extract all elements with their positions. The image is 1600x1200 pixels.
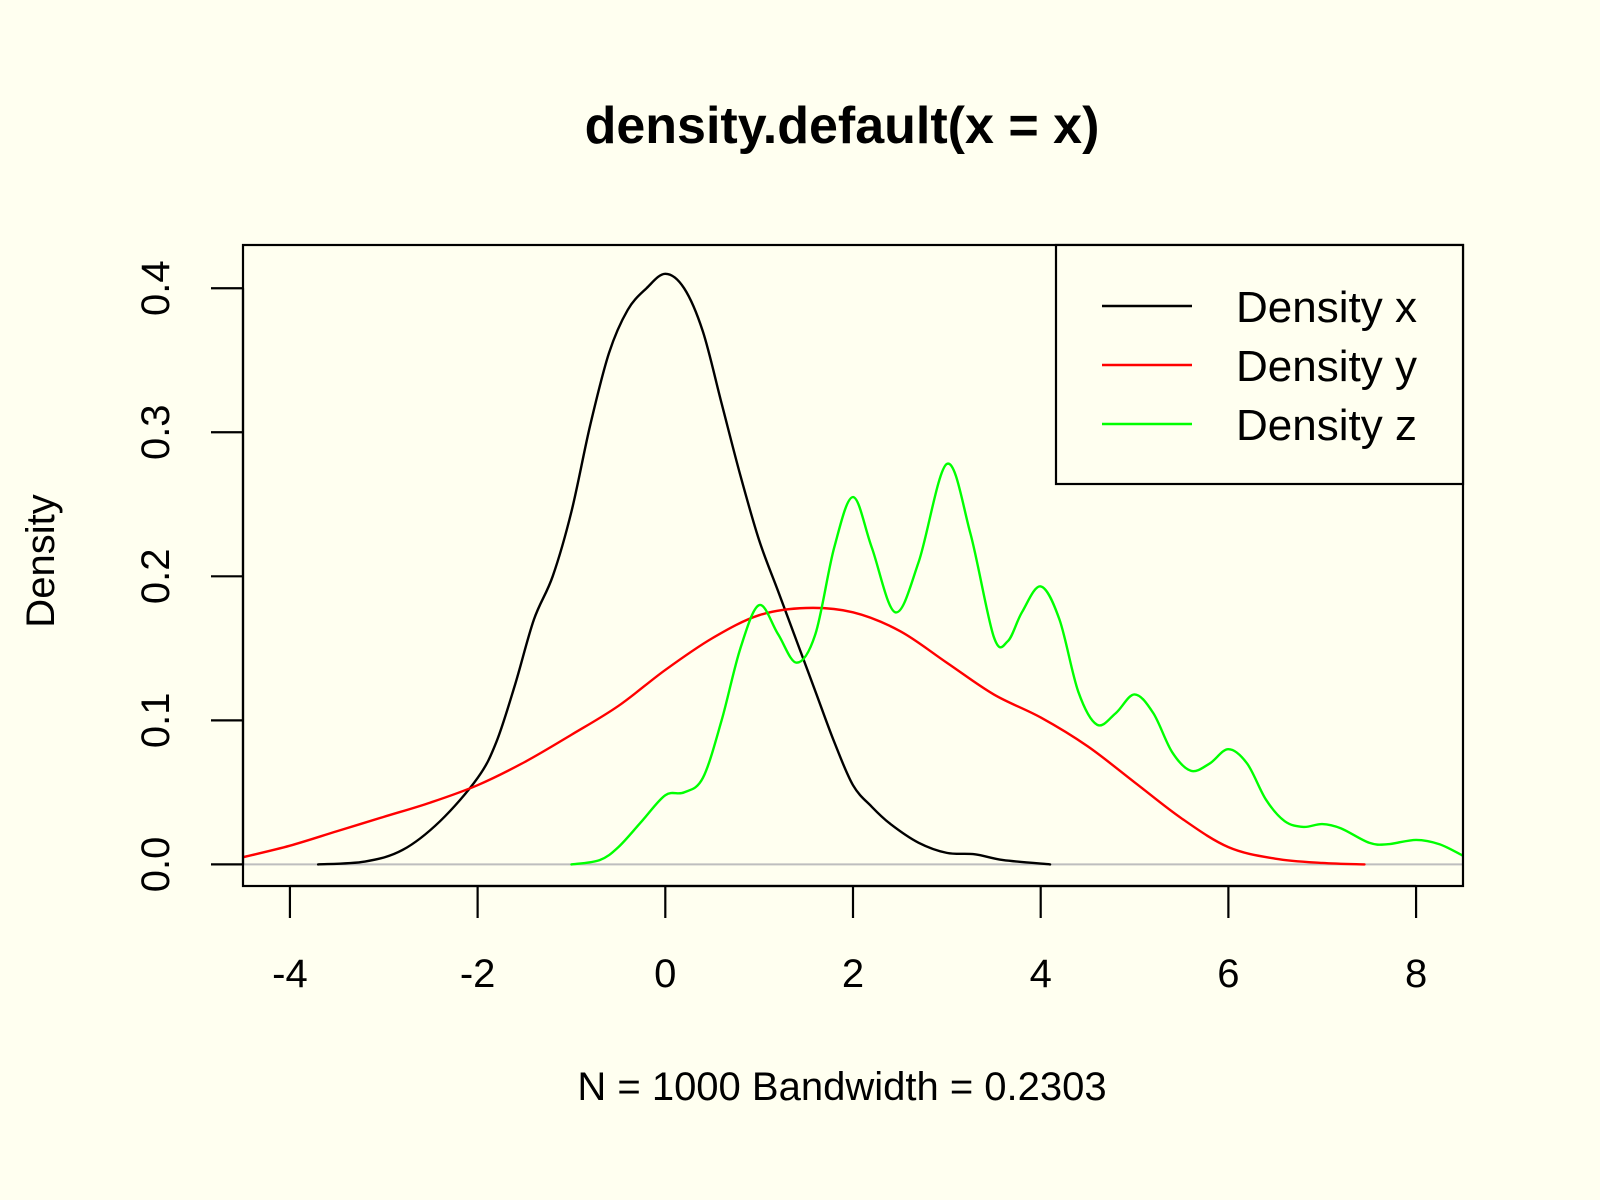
density-x-line: [316, 272, 1052, 866]
x-tick-label: 4: [1030, 952, 1052, 996]
x-tick-label: 2: [842, 952, 864, 996]
x-tick-label: -2: [460, 952, 496, 996]
density-z-line: [570, 462, 1463, 866]
y-tick-label: 0.3: [134, 404, 178, 460]
y-tick-label: 0.2: [134, 548, 178, 604]
chart-title: density.default(x = x): [585, 97, 1100, 155]
y-tick-label: 0.0: [134, 837, 178, 893]
x-axis: -4 -2 0 2 4 6 8: [272, 884, 1427, 996]
legend-label-density-x: Density x: [1236, 283, 1417, 332]
x-tick-label: 6: [1217, 952, 1239, 996]
x-tick-label: 8: [1405, 952, 1427, 996]
legend-label-density-z: Density z: [1236, 401, 1417, 450]
y-axis: 0.0 0.1 0.2 0.3 0.4: [134, 260, 245, 893]
y-tick-label: 0.4: [134, 260, 178, 316]
x-tick-label: -4: [272, 952, 308, 996]
y-axis-title: Density: [19, 494, 63, 627]
y-tick-label: 0.1: [134, 693, 178, 749]
x-axis-title: N = 1000 Bandwidth = 0.2303: [577, 1065, 1106, 1109]
legend: Density x Density y Density z: [1054, 243, 1465, 486]
plot-area: [243, 272, 1463, 866]
density-y-line: [243, 606, 1366, 866]
x-tick-label: 0: [654, 952, 676, 996]
legend-label-density-y: Density y: [1236, 342, 1417, 391]
